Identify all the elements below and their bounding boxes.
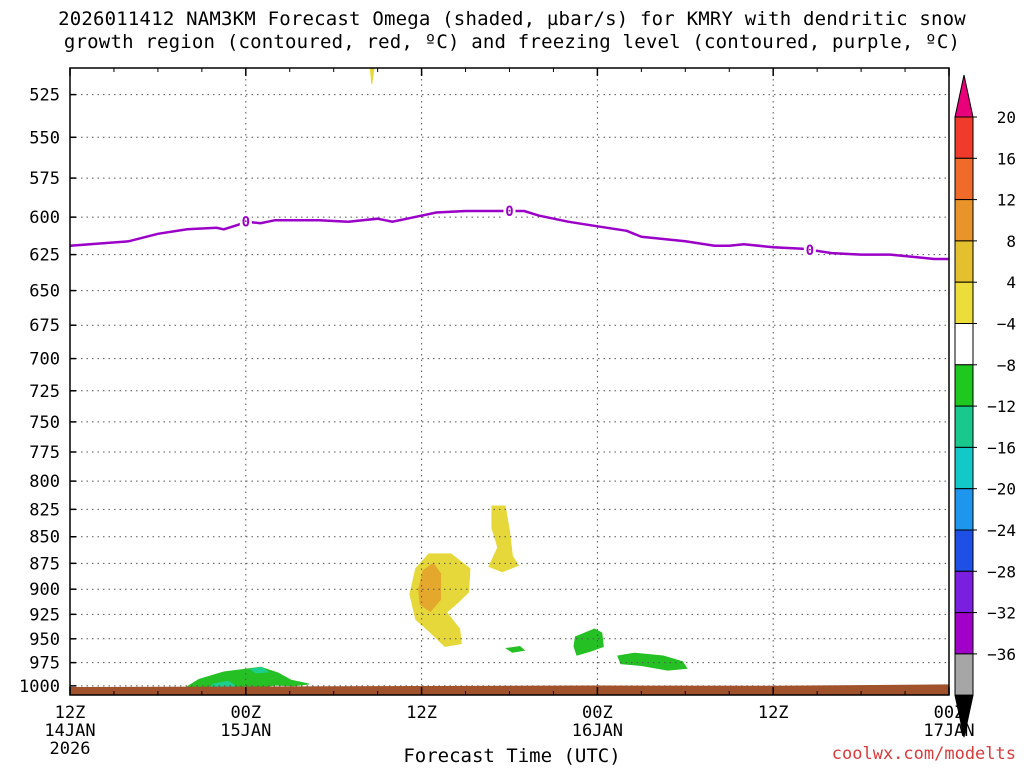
- colorbar-label-8: −16: [987, 438, 1016, 457]
- colorbar-label-4: 4: [1006, 273, 1016, 292]
- y-tick-label-850: 850: [29, 528, 60, 548]
- omega-area-subsidence-09z-16jan: [617, 652, 688, 671]
- freezing-level-layer: 0 0 0: [69, 202, 949, 261]
- colorbar-label-12: −32: [987, 604, 1016, 623]
- y-tick-label-900: 900: [29, 580, 60, 600]
- colorbar-swatch-6: [954, 323, 974, 366]
- colorbar-label-5: −4: [997, 315, 1016, 334]
- plot-area: [70, 68, 949, 695]
- y-tick-label-675: 675: [29, 316, 60, 336]
- x-tick-label-60-line1: 00Z: [934, 703, 965, 723]
- colorbar-swatch-9: [954, 446, 974, 490]
- freezing-label-bg-0: [239, 213, 252, 230]
- colorbar-swatch-3: [954, 199, 974, 242]
- y-tick-label-650: 650: [29, 282, 60, 302]
- colorbar-label-10: −24: [987, 521, 1016, 540]
- y-tick-label-575: 575: [29, 169, 60, 189]
- colorbar: 20 16 12 8 4 −4 −8 −12 −16 −20 −24 −28 −32 −36: [954, 74, 1016, 738]
- omega-area-subsidence-02z: [248, 666, 270, 674]
- y-tick-label-800: 800: [29, 472, 60, 492]
- x-tick-label-24-line1: 12Z: [406, 703, 437, 723]
- y-tick-label-775: 775: [29, 443, 60, 463]
- site-credit: coolwx.com/modelts: [831, 744, 1016, 764]
- x-axis-title: Forecast Time (UTC): [403, 745, 621, 767]
- freezing-level-label: 0: [242, 215, 250, 231]
- y-tick-label-700: 700: [29, 350, 60, 370]
- colorbar-label-1: 16: [997, 149, 1016, 168]
- y-tick-label-925: 925: [29, 605, 60, 625]
- colorbar-label-7: −12: [987, 397, 1016, 416]
- y-tick-label-625: 625: [29, 246, 60, 266]
- y-tick-label-525: 525: [29, 86, 60, 106]
- colorbar-swatch-11: [954, 529, 974, 572]
- omega-shading-layer: [175, 67, 688, 694]
- colorbar-swatch-1: [954, 116, 974, 159]
- y-tick-label-975: 975: [29, 654, 60, 674]
- colorbar-label-2: 12: [997, 191, 1016, 210]
- colorbar-swatch-4: [954, 240, 974, 283]
- freezing-label-bg-2: [803, 241, 816, 258]
- freezing-label-bg-1: [503, 202, 516, 219]
- y-tick-label-725: 725: [29, 382, 60, 402]
- y-tick-label-825: 825: [29, 500, 60, 520]
- y-tick-label-875: 875: [29, 554, 60, 574]
- colorbar-swatch-10: [954, 488, 974, 531]
- x-tick-label-12-line2: 15JAN: [220, 721, 271, 741]
- x-tick-label-36-line1: 00Z: [582, 703, 613, 723]
- x-tick-label-48-line1: 12Z: [758, 703, 789, 723]
- freezing-level-line: [69, 209, 949, 261]
- colorbar-label-3: 8: [1006, 232, 1016, 251]
- omega-area-subsidence-small: [505, 645, 526, 653]
- x-tick-label-0-line2: 14JAN: [44, 721, 95, 741]
- y-axis: 525 550 575 600 625 650 675 700 725 750 775 800 825 8…: [19, 86, 76, 697]
- colorbar-top-arrow: [954, 74, 974, 118]
- colorbar-label-13: −36: [987, 645, 1016, 664]
- colorbar-swatch-7: [954, 364, 974, 407]
- y-tick-label-750: 750: [29, 413, 60, 433]
- y-tick-label-950: 950: [29, 630, 60, 650]
- colorbar-swatch-13: [954, 612, 974, 655]
- x-tick-label-0-line3: 2026: [50, 739, 91, 759]
- colorbar-swatch-14: [954, 653, 974, 696]
- colorbar-swatch-8: [954, 405, 974, 448]
- colorbar-bottom-arrow: [954, 694, 974, 738]
- colorbar-label-11: −28: [987, 562, 1016, 581]
- y-tick-label-1000: 1000: [19, 677, 60, 697]
- freezing-level-label: 0: [806, 243, 814, 259]
- chart-title-line-2: growth region (contoured, red, ºC) and f…: [63, 31, 961, 53]
- colorbar-label-6: −8: [997, 356, 1016, 375]
- omega-area-ascent-18z-15jan: [488, 505, 520, 573]
- x-tick-label-36-line2: 16JAN: [572, 721, 623, 741]
- x-tick-label-12-line1: 00Z: [230, 703, 261, 723]
- colorbar-label-9: −20: [987, 480, 1016, 499]
- colorbar-swatch-12: [954, 570, 974, 614]
- x-tick-label-0-line1: 12Z: [55, 703, 86, 723]
- colorbar-swatch-2: [954, 157, 974, 201]
- y-tick-label-600: 600: [29, 208, 60, 228]
- colorbar-label-0: 20: [997, 108, 1016, 127]
- omega-area-ascent-core: [418, 562, 442, 613]
- chart-title-line-1: 2026011412 NAM3KM Forecast Omega (shaded…: [58, 8, 966, 30]
- omega-area-subsidence-06z-16jan: [573, 628, 604, 656]
- colorbar-swatch-5: [954, 281, 974, 325]
- freezing-level-label: 0: [505, 204, 513, 220]
- y-tick-label-550: 550: [29, 128, 60, 148]
